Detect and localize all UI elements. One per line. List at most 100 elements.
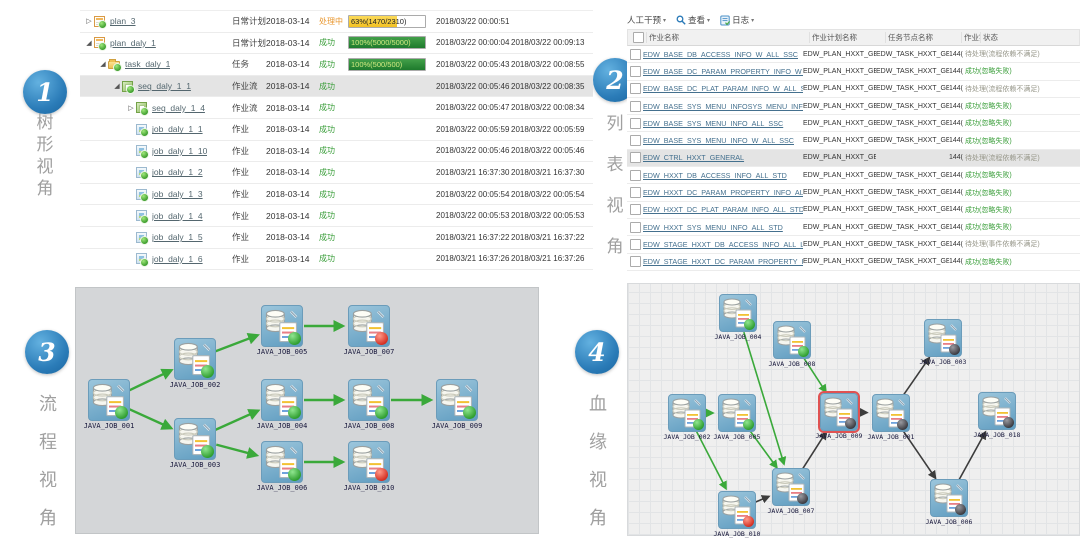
list-row[interactable]: EDW_HXXT_DB_ACCESS_INFO_ALL_STD EDW_PLAN… <box>627 167 1080 185</box>
job-node[interactable]: JAVA_JOB_010 <box>714 491 760 538</box>
list-row[interactable]: EDW_BASE_DC_PARAM_PROPERTY_INFO_W_ALL_SS… <box>627 63 1080 81</box>
tree-item-link[interactable]: plan_daly_1 <box>110 37 156 48</box>
list-row[interactable]: EDW_STAGE_HXXT_DC_PARAM_PROPERTY_INFO_AL… <box>627 253 1080 271</box>
flow-view-canvas[interactable]: JAVA_JOB_001 JAVA_JOB_002 <box>75 287 539 534</box>
job-name-link[interactable]: EDW_CTRL_HXXT_GENERAL <box>643 153 745 163</box>
manual-intervention-button[interactable]: 人工干预 ▾ <box>627 14 666 26</box>
tree-row[interactable]: ◢ seq_daly_1_1 作业流 2018-03-14 成功 2018/03… <box>80 75 593 98</box>
tree-item-link[interactable]: job_daly_1_4 <box>152 210 203 221</box>
column-header-instance[interactable]: 作业实例 <box>961 32 980 43</box>
tree-row[interactable]: ▷ plan_3 日常计划 2018-03-14 处理中 63%(1470/23… <box>80 11 593 33</box>
job-name-link[interactable]: EDW_HXXT_SYS_MENU_INFO_ALL_STD <box>643 222 783 232</box>
row-checkbox[interactable] <box>629 135 641 147</box>
job-node[interactable]: JAVA_JOB_018 <box>974 392 1020 439</box>
tree-row[interactable]: ◢ plan_daly_1 日常计划 2018-03-14 成功 100%(50… <box>80 32 593 55</box>
job-name-link[interactable]: EDW_BASE_SYS_MENU_INFOSYS_MENU_INFO_ALL_… <box>643 101 803 111</box>
tree-row[interactable]: job_daly_1_3 作业 2018-03-14 成功 2018/03/22… <box>80 183 593 206</box>
row-checkbox[interactable] <box>629 221 641 233</box>
job-node[interactable]: JAVA_JOB_004 <box>715 294 761 341</box>
column-header-status[interactable]: 状态 <box>980 32 1079 43</box>
job-node[interactable]: JAVA_JOB_001 <box>868 394 914 441</box>
list-row[interactable]: EDW_BASE_SYS_MENU_INFO_W_ALL_SSC EDW_PLA… <box>627 132 1080 150</box>
job-name-link[interactable]: EDW_BASE_SYS_MENU_INFO_ALL_SSC <box>643 118 784 128</box>
tree-row[interactable]: ▷ seq_daly_1_4 作业流 2018-03-14 成功 2018/03… <box>80 97 593 119</box>
tree-expander-icon[interactable]: ▷ <box>86 18 92 26</box>
tree-item-link[interactable]: job_daly_1_5 <box>152 232 203 243</box>
tree-row[interactable]: job_daly_1_6 作业 2018-03-14 成功 2018/03/21… <box>80 248 593 271</box>
job-node[interactable]: JAVA_JOB_009 <box>816 391 862 440</box>
tree-expander-icon[interactable]: ▷ <box>128 104 134 112</box>
tree-row[interactable]: job_daly_1_4 作业 2018-03-14 成功 2018/03/22… <box>80 205 593 227</box>
select-all-checkbox[interactable] <box>632 32 644 43</box>
list-row[interactable]: EDW_BASE_SYS_MENU_INFO_ALL_SSC EDW_PLAN_… <box>627 115 1080 133</box>
job-name-link[interactable]: EDW_HXXT_DC_PLAT_PARAM_INFO_ALL_STD <box>643 205 803 215</box>
tree-item-link[interactable]: job_daly_1_3 <box>152 189 203 200</box>
job-node[interactable]: JAVA_JOB_006 <box>257 441 307 492</box>
tree-item-link[interactable]: seq_daly_1_4 <box>152 102 205 113</box>
job-name-link[interactable]: EDW_STAGE_HXXT_DB_ACCESS_INFO_ALL_LOAD <box>643 239 803 249</box>
list-row[interactable]: EDW_CTRL_HXXT_GENERAL EDW_PLAN_HXXT_GENE… <box>627 149 1080 168</box>
tree-expander-icon[interactable]: ◢ <box>114 83 120 91</box>
lineage-view-canvas[interactable]: JAVA_JOB_004 JAVA_JOB_008 <box>627 283 1080 538</box>
job-node[interactable]: JAVA_JOB_009 <box>432 379 482 430</box>
job-node[interactable]: JAVA_JOB_003 <box>170 418 220 469</box>
job-name-link[interactable]: EDW_BASE_DC_PARAM_PROPERTY_INFO_W_ALL_SS… <box>643 66 803 76</box>
row-checkbox[interactable] <box>629 100 641 112</box>
tree-expander-icon[interactable]: ◢ <box>86 39 92 47</box>
row-checkbox[interactable] <box>629 152 641 164</box>
job-name-link[interactable]: EDW_BASE_SYS_MENU_INFO_W_ALL_SSC <box>643 136 794 146</box>
list-row[interactable]: EDW_STAGE_HXXT_DB_ACCESS_INFO_ALL_LOAD E… <box>627 236 1080 254</box>
job-name-link[interactable]: EDW_BASE_DB_ACCESS_INFO_W_ALL_SSC <box>643 49 798 59</box>
tree-item-link[interactable]: job_daly_1_6 <box>152 253 203 264</box>
row-checkbox[interactable] <box>629 169 641 181</box>
list-row[interactable]: EDW_BASE_SYS_MENU_INFOSYS_MENU_INFO_ALL_… <box>627 97 1080 116</box>
job-node[interactable]: JAVA_JOB_005 <box>714 394 760 441</box>
tree-row[interactable]: ◢ task_daly_1 任务 2018-03-14 成功 100%(500/… <box>80 54 593 76</box>
column-header-job-name[interactable]: 作业名称 <box>646 32 809 43</box>
tree-row[interactable]: job_daly_1_2 作业 2018-03-14 成功 2018/03/21… <box>80 162 593 184</box>
column-header-task-node-name[interactable]: 任务节点名称 <box>885 32 961 43</box>
row-checkbox[interactable] <box>629 83 641 95</box>
tree-item-link[interactable]: plan_3 <box>110 16 136 27</box>
tree-row[interactable]: job_daly_1_1 作业 2018-03-14 成功 2018/03/22… <box>80 118 593 141</box>
job-name-link[interactable]: EDW_HXXT_DC_PARAM_PROPERTY_INFO_ALL_STD <box>643 188 803 198</box>
tree-item-link[interactable]: task_daly_1 <box>125 59 171 70</box>
list-row[interactable]: EDW_BASE_DB_ACCESS_INFO_W_ALL_SSC EDW_PL… <box>627 46 1080 64</box>
list-row[interactable]: EDW_HXXT_DC_PLAT_PARAM_INFO_ALL_STD EDW_… <box>627 201 1080 219</box>
column-header-plan-name[interactable]: 作业计划名称 <box>809 32 885 43</box>
job-node[interactable]: JAVA_JOB_008 <box>769 321 815 368</box>
row-checkbox[interactable] <box>629 238 641 250</box>
job-node[interactable]: JAVA_JOB_008 <box>344 379 394 430</box>
row-checkbox[interactable] <box>629 256 641 268</box>
job-node[interactable]: JAVA_JOB_002 <box>664 394 710 441</box>
tree-expander-icon[interactable]: ◢ <box>100 61 106 69</box>
job-node[interactable]: JAVA_JOB_004 <box>257 379 307 430</box>
job-name-link[interactable]: EDW_HXXT_DB_ACCESS_INFO_ALL_STD <box>643 170 787 180</box>
job-node[interactable]: JAVA_JOB_005 <box>257 305 307 356</box>
job-node[interactable]: JAVA_JOB_010 <box>344 441 394 492</box>
job-node[interactable]: JAVA_JOB_006 <box>926 479 972 526</box>
job-name-link[interactable]: EDW_STAGE_HXXT_DC_PARAM_PROPERTY_INFO_AL… <box>643 257 803 267</box>
tree-item-link[interactable]: job_daly_1_10 <box>152 145 208 156</box>
list-row[interactable]: EDW_HXXT_DC_PARAM_PROPERTY_INFO_ALL_STD … <box>627 184 1080 202</box>
list-row[interactable]: EDW_HXXT_SYS_MENU_INFO_ALL_STD EDW_PLAN_… <box>627 218 1080 237</box>
tree-row[interactable]: job_daly_1_10 作业 2018-03-14 成功 2018/03/2… <box>80 140 593 163</box>
job-node[interactable]: JAVA_JOB_001 <box>84 379 134 430</box>
tree-item-link[interactable]: job_daly_1_2 <box>152 167 203 178</box>
view-button[interactable]: 查看 ▾ <box>676 14 710 26</box>
job-node[interactable]: JAVA_JOB_007 <box>768 468 814 515</box>
row-checkbox[interactable] <box>629 65 641 77</box>
row-checkbox[interactable] <box>629 187 641 199</box>
row-checkbox[interactable] <box>629 204 641 216</box>
job-node[interactable]: JAVA_JOB_003 <box>920 319 966 366</box>
job-node[interactable]: JAVA_JOB_007 <box>344 305 394 356</box>
row-checkbox[interactable] <box>629 48 641 60</box>
tree-item-link[interactable]: seq_daly_1_1 <box>138 81 191 92</box>
log-button[interactable]: 日志 ▾ <box>720 14 754 26</box>
job-node[interactable]: JAVA_JOB_002 <box>170 338 220 389</box>
tree-item-link[interactable]: job_daly_1_1 <box>152 124 203 135</box>
job-name-link[interactable]: EDW_BASE_DC_PLAT_PARAM_INFO_W_ALL_SSC <box>643 84 803 94</box>
tree-row[interactable]: job_daly_1_5 作业 2018-03-14 成功 2018/03/21… <box>80 226 593 249</box>
list-row[interactable]: EDW_BASE_DC_PLAT_PARAM_INFO_W_ALL_SSC ED… <box>627 80 1080 98</box>
row-checkbox[interactable] <box>629 117 641 129</box>
